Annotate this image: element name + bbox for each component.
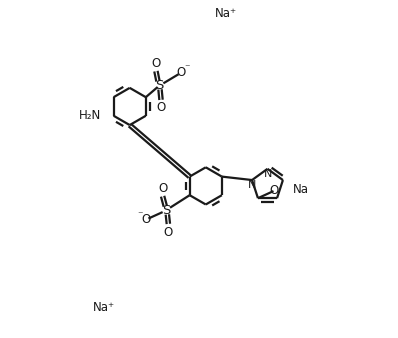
Text: N: N [264,169,272,179]
Text: O: O [269,184,279,197]
Text: H₂N: H₂N [78,109,101,122]
Text: O: O [164,226,173,239]
Text: ⁻: ⁻ [185,63,190,73]
Text: S: S [162,204,171,217]
Text: O: O [158,182,167,195]
Text: S: S [155,79,164,92]
Text: O: O [156,101,166,115]
Text: ⁻: ⁻ [137,210,142,220]
Text: O: O [177,66,186,79]
Text: Na⁺: Na⁺ [215,7,237,20]
Text: O: O [141,213,150,226]
Text: O: O [151,57,160,70]
Text: Na: Na [293,183,309,196]
Text: N: N [248,180,256,190]
Text: Na⁺: Na⁺ [93,301,115,314]
